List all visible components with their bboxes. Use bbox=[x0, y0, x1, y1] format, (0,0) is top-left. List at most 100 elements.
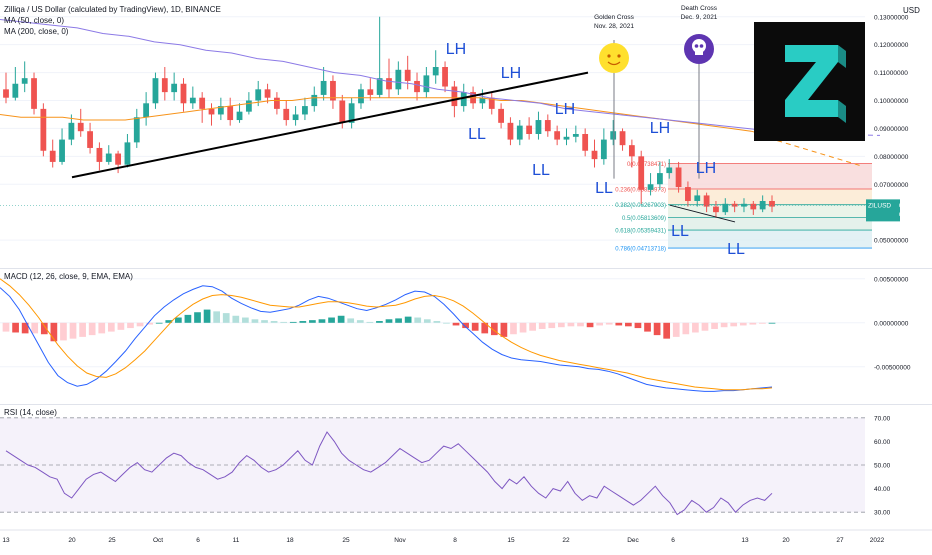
candle-body bbox=[666, 167, 673, 174]
time-tick-label: 13 bbox=[2, 537, 10, 544]
candle-body bbox=[236, 111, 243, 121]
fib-zone bbox=[668, 204, 872, 218]
candle-body bbox=[189, 97, 196, 104]
macd-histogram-bar bbox=[194, 312, 201, 323]
macd-histogram-bar bbox=[567, 322, 575, 327]
candle-body bbox=[675, 167, 682, 188]
fib-zone bbox=[668, 230, 872, 249]
candle-body bbox=[386, 78, 392, 90]
candle-body bbox=[59, 139, 65, 162]
candle-body bbox=[610, 131, 617, 140]
macd-histogram-bar bbox=[261, 320, 268, 323]
macd-histogram-bar bbox=[605, 322, 613, 325]
candle-body bbox=[40, 108, 47, 151]
last-price-badge bbox=[866, 199, 900, 222]
fib-zone bbox=[668, 217, 872, 231]
candle-body bbox=[703, 195, 710, 207]
candle-body bbox=[722, 203, 729, 213]
macd-histogram-bar bbox=[692, 322, 699, 333]
fib-label: 0.5(0.05813609) bbox=[622, 216, 666, 222]
candle-body bbox=[292, 114, 299, 121]
rsi-band bbox=[0, 417, 865, 513]
time-tick-label: 11 bbox=[233, 537, 240, 544]
skull-icon bbox=[699, 44, 704, 48]
candle-body bbox=[769, 201, 775, 207]
macd-histogram-bar bbox=[146, 322, 153, 325]
macd-histogram-bar bbox=[768, 322, 776, 324]
macd-histogram-bar bbox=[280, 321, 288, 323]
price-tick-label: 0.09000000 bbox=[874, 126, 909, 133]
candle-body bbox=[498, 108, 504, 123]
macd-histogram-bar bbox=[720, 322, 728, 328]
swing-label: LH bbox=[501, 65, 521, 82]
candle-body bbox=[741, 203, 747, 207]
candle-body bbox=[171, 83, 178, 93]
candle-body bbox=[535, 120, 542, 134]
candle-body bbox=[619, 131, 626, 146]
macd-histogram-bar bbox=[127, 322, 134, 329]
macd-histogram-bar bbox=[404, 316, 412, 323]
candle-body bbox=[68, 122, 75, 140]
macd-histogram-bar bbox=[60, 322, 67, 341]
macd-histogram-bar bbox=[443, 322, 450, 324]
time-tick-label: 6 bbox=[196, 537, 200, 544]
macd-histogram-bar bbox=[88, 322, 96, 336]
bar-countdown: 03:56:37 bbox=[899, 211, 925, 218]
candle-body bbox=[544, 120, 551, 132]
time-tick-label: 22 bbox=[562, 537, 570, 544]
macd-histogram-bar bbox=[433, 321, 441, 323]
pane-separator[interactable] bbox=[0, 404, 932, 405]
candle-body bbox=[12, 83, 19, 98]
macd-histogram-bar bbox=[625, 322, 632, 327]
macd-histogram-bar bbox=[31, 322, 39, 334]
candle-body bbox=[647, 184, 654, 190]
time-tick-label: Dec bbox=[627, 537, 639, 544]
macd-histogram-bar bbox=[759, 322, 766, 324]
macd-histogram-bar bbox=[385, 319, 393, 323]
zilliqa-logo bbox=[785, 45, 838, 117]
macd-histogram-bar bbox=[682, 322, 690, 335]
candle-body bbox=[264, 89, 271, 98]
candle-body bbox=[507, 122, 514, 140]
candle-body bbox=[274, 97, 280, 109]
candle-body bbox=[96, 147, 103, 162]
candle-body bbox=[367, 89, 374, 95]
time-tick-label: 27 bbox=[836, 537, 844, 544]
candle-body bbox=[638, 156, 645, 190]
macd-histogram-bar bbox=[69, 322, 77, 339]
candle-body bbox=[348, 103, 355, 123]
candle-body bbox=[694, 195, 701, 201]
macd-histogram-bar bbox=[356, 320, 364, 323]
macd-histogram-bar bbox=[174, 317, 182, 323]
candle-body bbox=[320, 80, 327, 95]
time-tick-label: 25 bbox=[342, 537, 350, 544]
candle-body bbox=[451, 86, 458, 107]
death-cross-date: Dec. 9, 2021 bbox=[681, 14, 718, 21]
candle-body bbox=[554, 131, 561, 140]
macd-histogram-bar bbox=[538, 322, 546, 329]
candle-body bbox=[582, 134, 589, 151]
macd-histogram-bar bbox=[414, 317, 422, 323]
macd-histogram-bar bbox=[318, 319, 326, 323]
pane-separator[interactable] bbox=[0, 268, 932, 269]
macd-histogram-bar bbox=[337, 315, 345, 323]
macd-histogram-bar bbox=[107, 322, 115, 332]
rsi-tick-label: 70.00 bbox=[874, 415, 891, 422]
time-tick-label: 18 bbox=[286, 537, 294, 544]
macd-histogram-bar bbox=[462, 322, 469, 329]
candle-body bbox=[423, 75, 430, 93]
macd-histogram-bar bbox=[730, 322, 738, 327]
swing-label: LL bbox=[595, 180, 613, 197]
price-tick-label: 0.11000000 bbox=[874, 70, 908, 77]
macd-histogram-bar bbox=[510, 322, 517, 335]
candle-body bbox=[460, 92, 467, 107]
macd-histogram-bar bbox=[299, 321, 307, 323]
candle-body bbox=[713, 206, 719, 213]
swing-label: LH bbox=[696, 160, 716, 177]
sun-face-icon bbox=[607, 61, 621, 66]
macd-histogram-bar bbox=[309, 320, 316, 323]
candle-body bbox=[115, 153, 121, 165]
candle-body bbox=[77, 122, 84, 132]
